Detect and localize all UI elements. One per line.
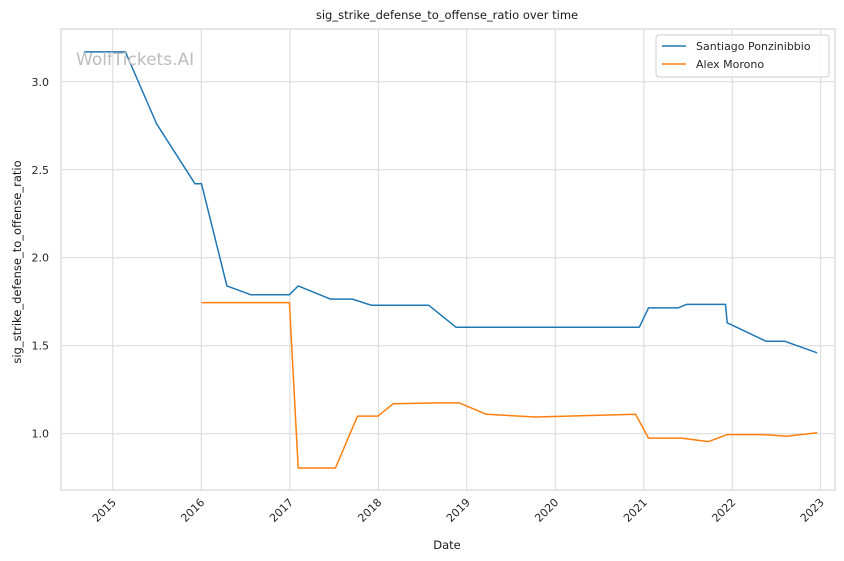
legend: Santiago Ponzinibbio Alex Morono: [655, 34, 830, 78]
legend-label: Santiago Ponzinibbio: [696, 40, 811, 53]
y-tick-label: 3.0: [32, 76, 50, 89]
watermark-text: WolfTickets.AI: [76, 50, 194, 70]
legend-box: [655, 34, 830, 78]
series-lines: [84, 51, 818, 469]
y-tick-label: 2.0: [32, 252, 50, 265]
x-axis-ticks: 2015 2016 2017 2018 2019 2020 2021 2022 2023: [90, 496, 827, 525]
x-tick-label: 2020: [532, 496, 561, 525]
x-tick-label: 2017: [267, 496, 296, 525]
y-tick-label: 2.5: [32, 164, 50, 177]
y-axis-label: sig_strike_defense_to_offense_ratio: [10, 160, 24, 363]
x-axis-label: Date: [433, 538, 461, 552]
x-tick-label: 2022: [709, 496, 738, 525]
chart-title: sig_strike_defense_to_offense_ratio over…: [316, 8, 578, 22]
x-tick-label: 2021: [621, 496, 650, 525]
x-tick-label: 2023: [798, 496, 827, 525]
legend-label: Alex Morono: [696, 58, 764, 71]
grid-lines: [61, 29, 835, 490]
y-tick-label: 1.0: [32, 428, 50, 441]
y-tick-label: 1.5: [32, 340, 50, 353]
plot-border: [60, 28, 836, 491]
x-tick-label: 2018: [355, 496, 384, 525]
x-tick-label: 2015: [90, 496, 119, 525]
x-tick-label: 2019: [444, 496, 473, 525]
series-line-santiago-ponzinibbio: [84, 51, 818, 354]
x-tick-label: 2016: [178, 496, 207, 525]
y-axis-ticks: 1.0 1.5 2.0 2.5 3.0: [32, 76, 50, 441]
plot-area: [60, 28, 836, 491]
series-line-alex-morono: [201, 301, 818, 469]
